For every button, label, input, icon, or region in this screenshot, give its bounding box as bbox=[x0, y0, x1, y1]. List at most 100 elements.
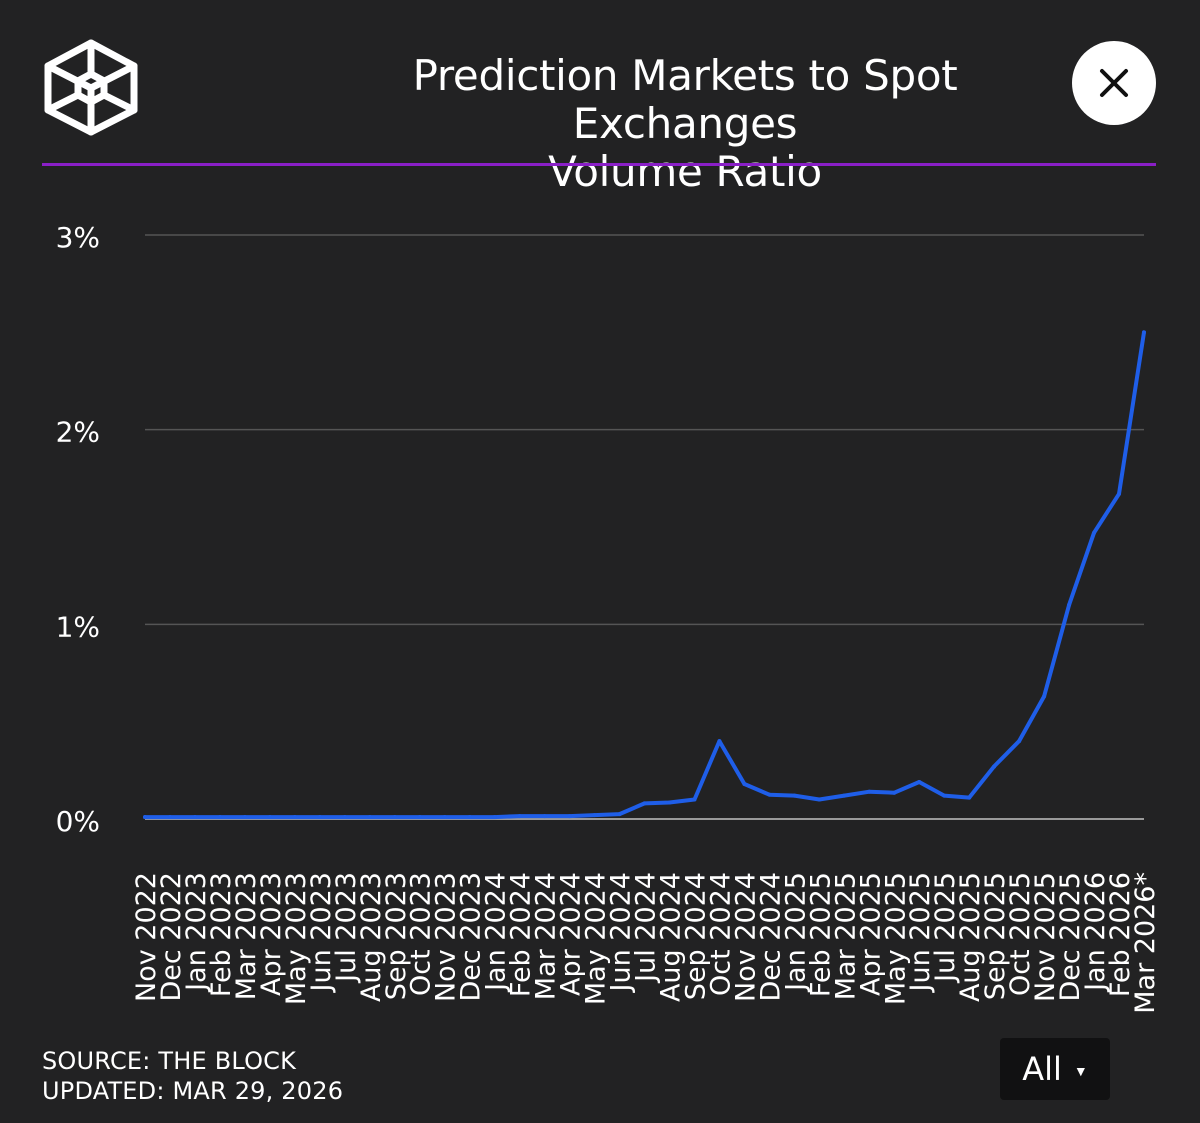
data-point bbox=[642, 801, 647, 806]
x-tick-label: Jan 2023 bbox=[181, 872, 212, 993]
range-select[interactable]: All ▼ bbox=[1000, 1038, 1110, 1100]
data-point bbox=[592, 813, 597, 818]
data-point bbox=[517, 814, 522, 819]
data-point bbox=[692, 797, 697, 802]
data-point bbox=[542, 814, 547, 819]
data-point bbox=[917, 780, 922, 785]
data-point bbox=[1142, 330, 1146, 335]
series-line bbox=[143, 330, 1146, 820]
data-point bbox=[392, 815, 397, 820]
data-point bbox=[217, 815, 222, 820]
grid-lines bbox=[145, 234, 1144, 820]
data-point bbox=[1017, 739, 1022, 744]
close-icon bbox=[1100, 69, 1128, 97]
data-point bbox=[467, 815, 472, 820]
x-tick-label: Apr 2023 bbox=[256, 872, 287, 996]
data-point bbox=[892, 790, 897, 795]
data-point bbox=[1067, 602, 1072, 607]
x-tick-label: Jul 2025 bbox=[930, 872, 961, 984]
y-tick-label: 3% bbox=[56, 221, 100, 254]
x-tick-label: Jan 2024 bbox=[481, 872, 512, 993]
data-point bbox=[567, 814, 572, 819]
x-tick-label: Sep 2025 bbox=[980, 872, 1011, 1000]
data-point bbox=[742, 781, 747, 786]
data-point bbox=[267, 815, 272, 820]
x-tick-label: Nov 2023 bbox=[431, 872, 462, 1002]
x-tick-label: Nov 2024 bbox=[730, 872, 761, 1002]
x-tick-label: Aug 2025 bbox=[955, 872, 986, 1002]
data-point bbox=[492, 815, 497, 820]
data-point bbox=[167, 815, 172, 820]
data-point bbox=[292, 815, 297, 820]
close-button[interactable] bbox=[1072, 41, 1156, 125]
data-point bbox=[1117, 491, 1122, 496]
x-tick-label: Oct 2023 bbox=[406, 872, 437, 996]
data-point bbox=[317, 815, 322, 820]
x-tick-label: Feb 2023 bbox=[206, 872, 237, 997]
series-layer bbox=[143, 330, 1146, 820]
x-tick-label: Mar 2026* bbox=[1130, 872, 1161, 1014]
x-tick-label: May 2023 bbox=[281, 872, 312, 1005]
data-point bbox=[1042, 694, 1047, 699]
x-tick-label: Dec 2024 bbox=[755, 872, 786, 1002]
data-point bbox=[242, 815, 247, 820]
x-tick-label: Jul 2023 bbox=[331, 872, 362, 984]
data-point bbox=[942, 793, 947, 798]
y-tick-label: 1% bbox=[56, 610, 100, 643]
x-tick-label: Jun 2023 bbox=[306, 872, 337, 993]
data-point bbox=[442, 815, 447, 820]
updated-line: UPDATED: MAR 29, 2026 bbox=[42, 1077, 344, 1105]
x-tick-label: Aug 2024 bbox=[655, 872, 686, 1002]
x-tick-label: Dec 2023 bbox=[456, 872, 487, 1002]
x-tick-label: Apr 2025 bbox=[855, 872, 886, 996]
x-tick-label: Aug 2023 bbox=[356, 872, 387, 1002]
x-tick-label: Dec 2022 bbox=[156, 872, 187, 1002]
x-tick-label: May 2024 bbox=[581, 872, 612, 1005]
data-point bbox=[967, 795, 972, 800]
x-tick-label: Sep 2024 bbox=[680, 872, 711, 1000]
source-info: SOURCE: THE BLOCK UPDATED: MAR 29, 2026 bbox=[42, 1046, 343, 1106]
data-point bbox=[367, 815, 372, 820]
x-tick-label: Dec 2025 bbox=[1055, 872, 1086, 1002]
x-tick-label: Nov 2022 bbox=[131, 872, 162, 1002]
x-tick-label: Feb 2025 bbox=[805, 872, 836, 997]
chart-title-line1: Prediction Markets to Spot Exchanges bbox=[412, 51, 958, 148]
header-divider bbox=[42, 163, 1156, 166]
data-point bbox=[842, 793, 847, 798]
x-tick-label: Mar 2023 bbox=[231, 872, 262, 1000]
data-point bbox=[342, 815, 347, 820]
data-point bbox=[1092, 530, 1097, 535]
chevron-down-icon: ▼ bbox=[1073, 1063, 1088, 1079]
x-tick-label: Jun 2024 bbox=[606, 872, 637, 993]
data-point bbox=[143, 815, 147, 820]
data-point bbox=[617, 812, 622, 817]
x-tick-label: Jan 2026 bbox=[1080, 872, 1111, 993]
x-tick-label: Nov 2025 bbox=[1030, 872, 1061, 1002]
x-tick-label: May 2025 bbox=[880, 872, 911, 1005]
x-tick-label: Feb 2026 bbox=[1105, 872, 1136, 997]
x-tick-label: Oct 2024 bbox=[705, 872, 736, 996]
x-tick-label: Jun 2025 bbox=[905, 872, 936, 993]
y-axis-ticks: 0% 1% 2% 3% bbox=[56, 221, 100, 838]
range-select-value: All bbox=[1022, 1050, 1062, 1088]
x-tick-label: Jul 2024 bbox=[631, 872, 662, 984]
data-point bbox=[717, 739, 722, 744]
x-tick-label: Jan 2025 bbox=[780, 872, 811, 993]
x-tick-label: Sep 2023 bbox=[381, 872, 412, 1000]
y-tick-label: 0% bbox=[56, 805, 100, 838]
x-tick-label: Feb 2024 bbox=[506, 872, 537, 997]
data-point bbox=[667, 800, 672, 805]
x-tick-label: Mar 2024 bbox=[531, 872, 562, 1000]
the-block-logo bbox=[44, 39, 138, 136]
data-point bbox=[417, 815, 422, 820]
data-point bbox=[192, 815, 197, 820]
data-point bbox=[767, 792, 772, 797]
chart-title: Prediction Markets to Spot Exchanges Vol… bbox=[300, 52, 1070, 196]
x-tick-label: Mar 2025 bbox=[830, 872, 861, 1000]
data-point bbox=[817, 797, 822, 802]
data-point bbox=[867, 789, 872, 794]
y-tick-label: 2% bbox=[56, 416, 100, 449]
x-tick-label: Oct 2025 bbox=[1005, 872, 1036, 996]
